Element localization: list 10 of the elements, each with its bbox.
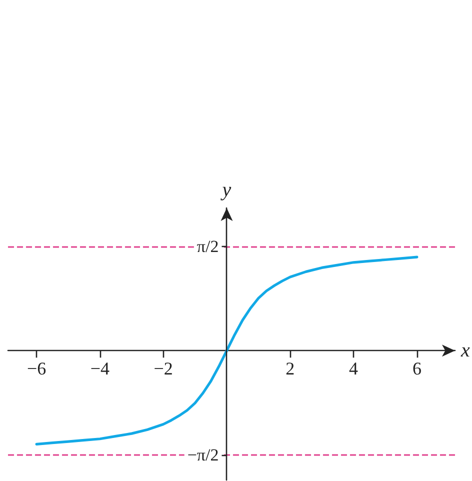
x-tick-label: −2 <box>154 358 173 379</box>
y-tick-label: π/2 <box>196 236 219 256</box>
x-axis-title: x <box>460 340 470 362</box>
y-axis-title: y <box>220 179 232 201</box>
y-tick-label: −π/2 <box>187 445 219 464</box>
x-tick-label: 2 <box>286 358 295 379</box>
x-tick-label: −4 <box>90 358 110 379</box>
x-tick-label: 4 <box>349 358 358 379</box>
x-tick-label: −6 <box>26 358 46 379</box>
x-tick-label: 6 <box>412 358 422 379</box>
